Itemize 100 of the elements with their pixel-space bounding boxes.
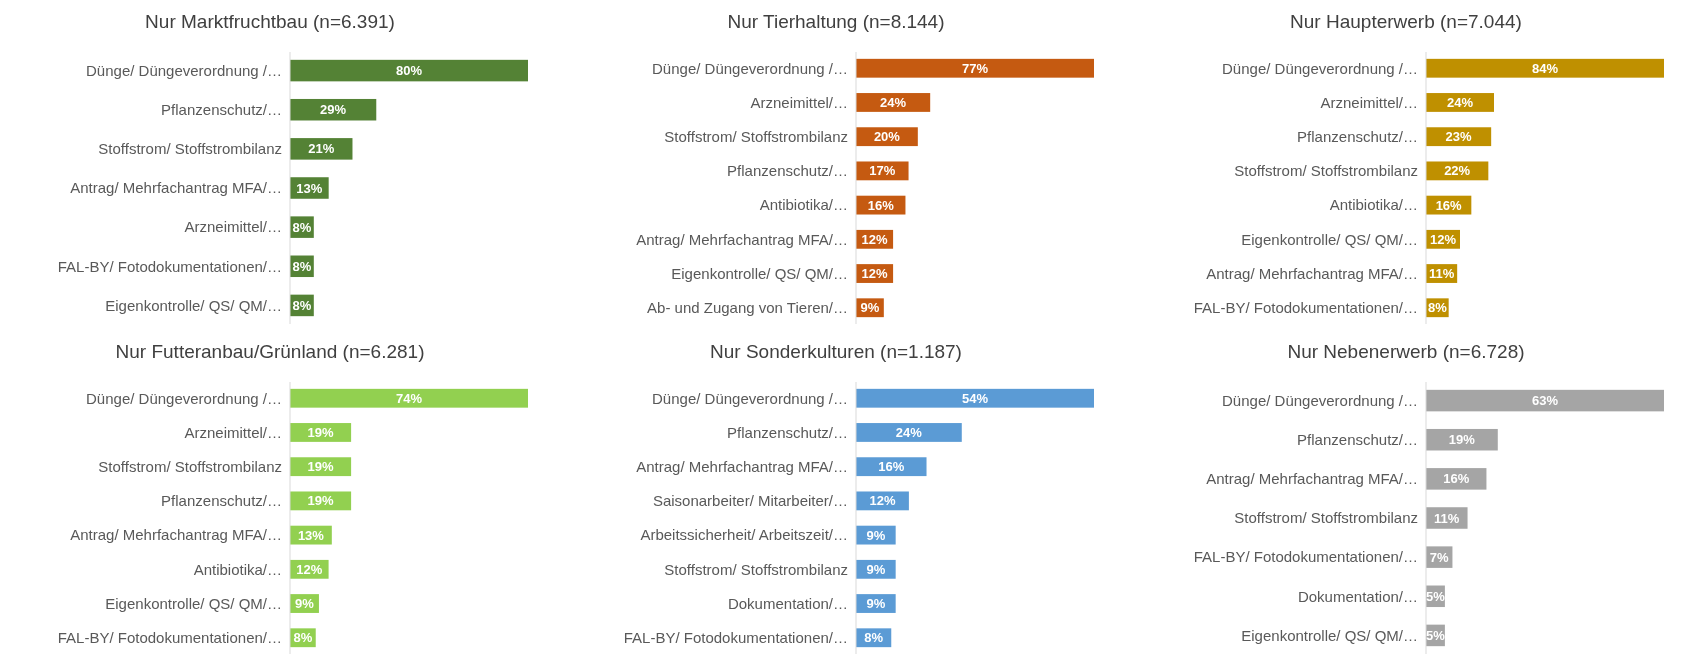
y-tick-label: Saisonarbeiter/ Mitarbeiter/… bbox=[652, 492, 848, 510]
data-label: 80% bbox=[395, 63, 423, 79]
data-label: 9% bbox=[866, 527, 886, 543]
y-tick-label: Pflanzenschutz/… bbox=[161, 492, 282, 510]
y-tick-label: Dünge/ Düngeverordnung /… bbox=[652, 389, 848, 407]
data-label: 24% bbox=[1446, 95, 1474, 111]
y-tick-label: Pflanzenschutz/… bbox=[1297, 127, 1418, 145]
data-label: 12% bbox=[869, 493, 896, 509]
y-tick-label: FAL-BY/ Fotodokumentationen/… bbox=[623, 629, 848, 646]
chart-title: Nur Sonderkulturen (n=1.187) bbox=[710, 341, 962, 362]
y-tick-label: Eigenkontrolle/ QS/ QM/… bbox=[105, 296, 282, 314]
y-tick-label: Dünge/ Düngeverordnung /… bbox=[86, 389, 282, 407]
data-label: 12% bbox=[1429, 231, 1457, 247]
data-label: 16% bbox=[878, 459, 905, 475]
y-tick-label: Arzneimittel/… bbox=[184, 218, 282, 236]
y-tick-label: Antrag/ Mehrfachantrag MFA/… bbox=[636, 230, 848, 248]
y-tick-label: Ab- und Zugang von Tieren/… bbox=[647, 299, 848, 316]
data-label: 24% bbox=[880, 95, 907, 111]
y-tick-label: Antibiotika/… bbox=[193, 560, 282, 578]
chart-title: Nur Futteranbau/Grünland (n=6.281) bbox=[115, 341, 425, 362]
data-label: 12% bbox=[861, 231, 888, 247]
data-label: 16% bbox=[1435, 197, 1463, 213]
y-tick-label: Pflanzenschutz/… bbox=[727, 162, 848, 180]
data-label: 16% bbox=[867, 197, 895, 213]
chart-title: Nur Haupterwerb (n=7.044) bbox=[1290, 11, 1522, 32]
y-tick-label: Antrag/ Mehrfachantrag MFA/… bbox=[1206, 264, 1418, 282]
data-label: 16% bbox=[1443, 471, 1470, 487]
data-label: 63% bbox=[1531, 393, 1559, 409]
data-label: 8% bbox=[292, 258, 312, 274]
y-tick-label: Antrag/ Mehrfachantrag MFA/… bbox=[70, 526, 282, 544]
y-tick-label: FAL-BY/ Fotodokumentationen/… bbox=[57, 257, 282, 275]
y-tick-label: Dokumentation/… bbox=[727, 594, 848, 612]
y-tick-label: Arzneimittel/… bbox=[1320, 93, 1418, 111]
y-tick-label: Pflanzenschutz/… bbox=[161, 100, 282, 118]
y-tick-label: Arzneimittel/… bbox=[184, 423, 282, 441]
data-label: 84% bbox=[1531, 60, 1559, 76]
data-label: 19% bbox=[307, 459, 334, 475]
y-tick-label: Stoffstrom/ Stoffstrombilanz bbox=[1234, 162, 1418, 180]
bar bbox=[1426, 58, 1664, 78]
y-tick-label: Antibiotika/… bbox=[1329, 196, 1418, 214]
chart-title: Nur Marktfruchtbau (n=6.391) bbox=[145, 11, 395, 32]
y-tick-label: Arbeitssicherheit/ Arbeitszeit/… bbox=[640, 526, 848, 544]
y-tick-label: Dokumentation/… bbox=[1297, 587, 1418, 605]
data-label: 22% bbox=[1444, 163, 1471, 179]
y-tick-label: FAL-BY/ Fotodokumentationen/… bbox=[1193, 299, 1418, 316]
y-tick-label: Dünge/ Düngeverordnung /… bbox=[652, 59, 848, 77]
bar bbox=[856, 423, 962, 442]
data-label: 11% bbox=[1434, 510, 1460, 526]
data-label: 24% bbox=[895, 425, 923, 441]
y-tick-label: Stoffstrom/ Stoffstrombilanz bbox=[664, 127, 848, 145]
data-label: 74% bbox=[395, 390, 423, 406]
y-tick-label: Eigenkontrolle/ QS/ QM/… bbox=[105, 594, 282, 612]
data-label: 9% bbox=[860, 300, 880, 316]
data-label: 12% bbox=[861, 266, 888, 282]
chart-title: Nur Nebenerwerb (n=6.728) bbox=[1287, 341, 1525, 362]
y-tick-label: FAL-BY/ Fotodokumentationen/… bbox=[57, 629, 282, 646]
data-label: 21% bbox=[308, 141, 335, 157]
data-label: 8% bbox=[1427, 300, 1448, 316]
data-label: 9% bbox=[866, 561, 886, 577]
data-label: 13% bbox=[296, 180, 323, 196]
data-label: 5% bbox=[1426, 588, 1446, 604]
y-tick-label: Eigenkontrolle/ QS/ QM/… bbox=[1241, 626, 1418, 644]
bar bbox=[856, 58, 1094, 78]
y-tick-label: Stoffstrom/ Stoffstrombilanz bbox=[664, 560, 848, 578]
data-label: 8% bbox=[864, 630, 884, 646]
y-tick-label: Antrag/ Mehrfachantrag MFA/… bbox=[636, 457, 848, 475]
y-tick-label: Arzneimittel/… bbox=[750, 93, 848, 111]
data-label: 5% bbox=[1426, 627, 1446, 643]
bar bbox=[856, 388, 1094, 408]
data-label: 19% bbox=[307, 425, 334, 441]
data-label: 29% bbox=[320, 102, 347, 118]
y-tick-label: Dünge/ Düngeverordnung /… bbox=[1222, 59, 1418, 77]
data-label: 8% bbox=[292, 297, 312, 313]
bar bbox=[1426, 389, 1664, 412]
y-tick-label: Dünge/ Düngeverordnung /… bbox=[1222, 391, 1418, 409]
y-tick-label: Antrag/ Mehrfachantrag MFA/… bbox=[1206, 470, 1418, 488]
data-label: 23% bbox=[1445, 129, 1473, 145]
y-tick-label: Eigenkontrolle/ QS/ QM/… bbox=[671, 264, 848, 282]
data-label: 77% bbox=[961, 60, 989, 76]
data-label: 54% bbox=[961, 390, 989, 406]
data-label: 13% bbox=[297, 527, 325, 543]
y-tick-label: Antibiotika/… bbox=[759, 196, 848, 214]
data-label: 11% bbox=[1428, 266, 1455, 282]
data-label: 9% bbox=[295, 596, 315, 612]
y-tick-label: Dünge/ Düngeverordnung /… bbox=[86, 61, 282, 79]
y-tick-label: Eigenkontrolle/ QS/ QM/… bbox=[1241, 230, 1418, 248]
data-label: 7% bbox=[1429, 549, 1450, 565]
data-label: 12% bbox=[296, 561, 323, 577]
data-label: 20% bbox=[873, 129, 901, 145]
y-tick-label: Antrag/ Mehrfachantrag MFA/… bbox=[70, 179, 282, 197]
bar bbox=[290, 388, 528, 408]
y-tick-label: Stoffstrom/ Stoffstrombilanz bbox=[98, 140, 282, 158]
y-tick-label: Pflanzenschutz/… bbox=[727, 423, 848, 441]
y-tick-label: FAL-BY/ Fotodokumentationen/… bbox=[1193, 548, 1418, 566]
y-tick-label: Pflanzenschutz/… bbox=[1297, 430, 1418, 448]
chart-title: Nur Tierhaltung (n=8.144) bbox=[727, 11, 945, 32]
data-label: 8% bbox=[293, 630, 313, 646]
data-label: 17% bbox=[869, 163, 896, 179]
bar bbox=[290, 59, 528, 82]
y-tick-label: Stoffstrom/ Stoffstrombilanz bbox=[1234, 509, 1418, 527]
